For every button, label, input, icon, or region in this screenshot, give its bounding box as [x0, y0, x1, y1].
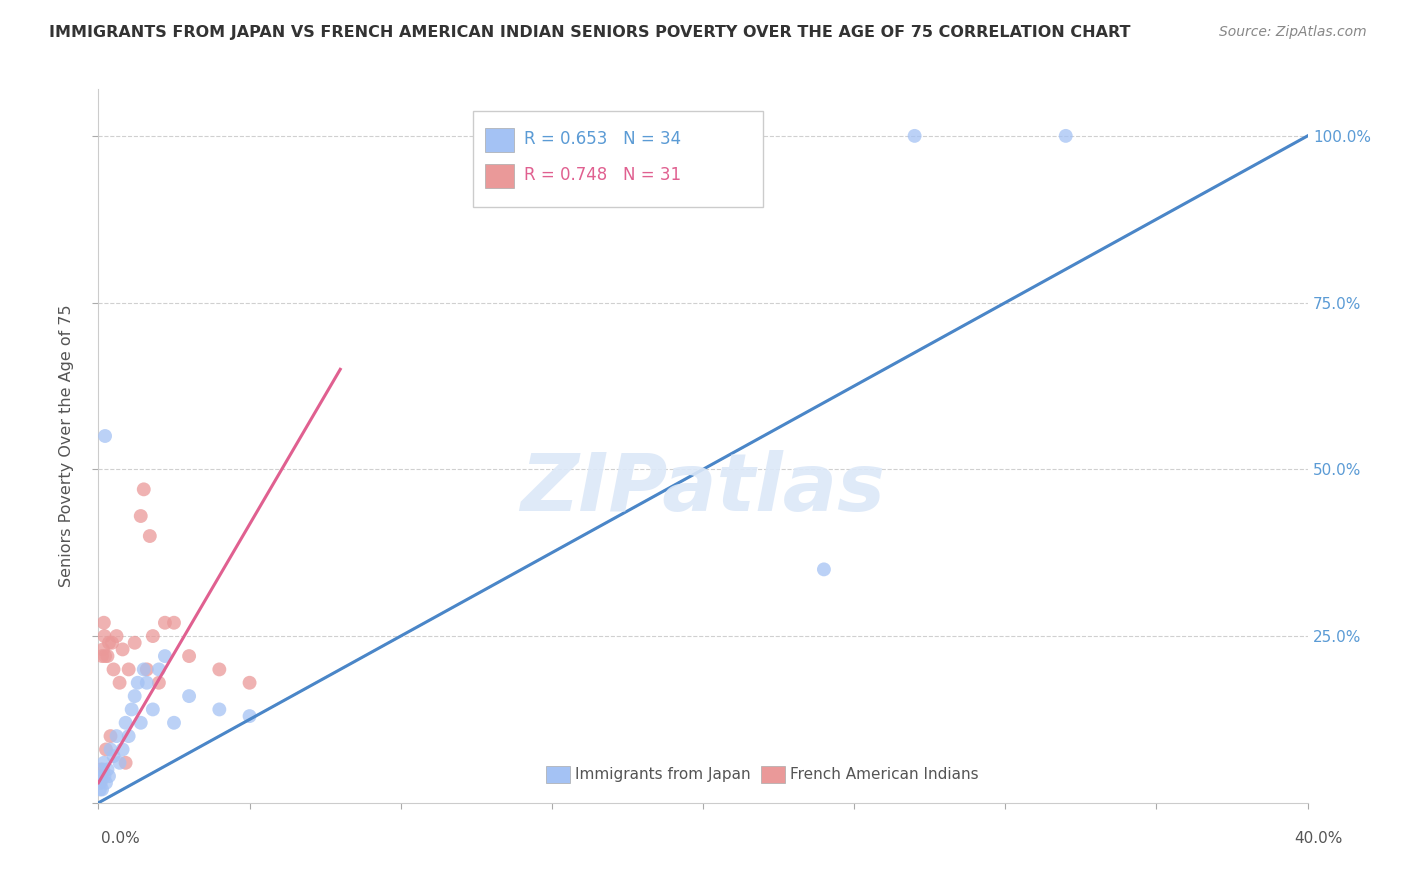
Point — [124, 689, 146, 703]
Point — [90, 763, 112, 777]
Point — [179, 689, 201, 703]
Point — [114, 756, 136, 770]
Point — [93, 769, 115, 783]
Text: R = 0.748   N = 31: R = 0.748 N = 31 — [524, 166, 681, 184]
Point — [153, 649, 176, 664]
Point — [96, 649, 118, 664]
Point — [105, 629, 128, 643]
Text: 0.0%: 0.0% — [101, 831, 141, 846]
Point — [124, 636, 146, 650]
FancyBboxPatch shape — [761, 765, 785, 783]
Point — [94, 429, 117, 443]
Point — [108, 756, 131, 770]
Point — [91, 782, 114, 797]
Point — [98, 769, 121, 783]
Point — [94, 649, 117, 664]
Point — [148, 675, 170, 690]
Point — [96, 763, 118, 777]
Point — [1054, 128, 1077, 143]
Point — [100, 729, 122, 743]
Y-axis label: Seniors Poverty Over the Age of 75: Seniors Poverty Over the Age of 75 — [59, 305, 75, 587]
Point — [153, 615, 176, 630]
FancyBboxPatch shape — [485, 164, 515, 187]
Point — [239, 709, 262, 723]
Point — [208, 662, 231, 676]
Point — [139, 529, 162, 543]
Point — [100, 742, 122, 756]
Point — [163, 715, 186, 730]
Point — [94, 742, 117, 756]
Point — [93, 629, 115, 643]
Point — [135, 662, 157, 676]
Point — [179, 649, 201, 664]
Point — [89, 776, 111, 790]
Text: French American Indians: French American Indians — [790, 767, 979, 781]
Point — [208, 702, 231, 716]
Point — [114, 715, 136, 730]
Text: R = 0.653   N = 34: R = 0.653 N = 34 — [524, 130, 681, 148]
Point — [98, 636, 121, 650]
Point — [142, 702, 165, 716]
Text: IMMIGRANTS FROM JAPAN VS FRENCH AMERICAN INDIAN SENIORS POVERTY OVER THE AGE OF : IMMIGRANTS FROM JAPAN VS FRENCH AMERICAN… — [49, 25, 1130, 40]
Point — [132, 483, 155, 497]
Point — [89, 782, 111, 797]
Point — [118, 729, 141, 743]
Point — [90, 776, 112, 790]
Point — [90, 769, 112, 783]
Text: 40.0%: 40.0% — [1295, 831, 1343, 846]
Point — [121, 702, 143, 716]
Point — [91, 763, 114, 777]
Point — [127, 675, 149, 690]
Text: Source: ZipAtlas.com: Source: ZipAtlas.com — [1219, 25, 1367, 39]
Point — [91, 649, 114, 664]
Point — [111, 642, 134, 657]
Point — [93, 615, 115, 630]
Point — [103, 749, 125, 764]
Point — [132, 662, 155, 676]
Point — [129, 509, 152, 524]
Point — [135, 675, 157, 690]
Point — [118, 662, 141, 676]
Point — [239, 675, 262, 690]
Point — [94, 776, 117, 790]
Point — [148, 662, 170, 676]
Point — [813, 562, 835, 576]
Point — [91, 642, 114, 657]
FancyBboxPatch shape — [474, 111, 763, 207]
Point — [142, 629, 165, 643]
FancyBboxPatch shape — [546, 765, 569, 783]
Point — [904, 128, 927, 143]
FancyBboxPatch shape — [485, 128, 515, 152]
Point — [108, 675, 131, 690]
Point — [163, 615, 186, 630]
Point — [105, 729, 128, 743]
Point — [93, 756, 115, 770]
Point — [101, 636, 124, 650]
Point — [111, 742, 134, 756]
Point — [103, 662, 125, 676]
Text: ZIPatlas: ZIPatlas — [520, 450, 886, 528]
Point — [90, 769, 112, 783]
Text: Immigrants from Japan: Immigrants from Japan — [575, 767, 751, 781]
Point — [129, 715, 152, 730]
